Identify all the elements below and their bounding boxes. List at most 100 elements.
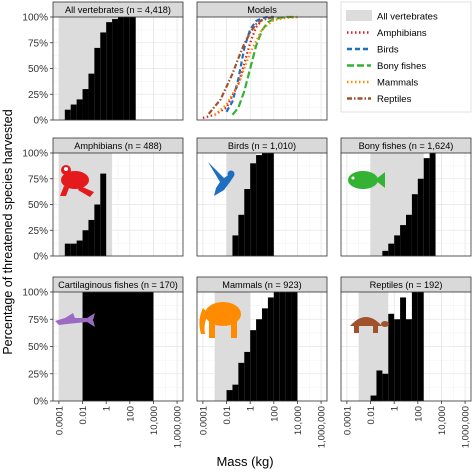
x-tick-label: 1 <box>102 406 113 411</box>
bar <box>64 243 71 256</box>
y-tick-label: 100% <box>22 288 48 299</box>
bar <box>400 297 406 401</box>
y-axis-label: Percentage of threatened species harvest… <box>1 109 15 354</box>
bar <box>232 235 239 256</box>
bar <box>129 17 136 120</box>
y-tick-label: 75% <box>28 315 48 326</box>
bar <box>406 214 412 256</box>
bar <box>262 153 268 256</box>
bar <box>100 32 107 121</box>
x-tick-label: 100 <box>269 406 280 422</box>
panel: Reptiles (n = 192) 0.0001 0.01 1 100 10,000 1,… <box>340 276 472 448</box>
panel-title: Cartilaginous fishes (n = 170) <box>58 280 178 290</box>
y-tick-label: 0% <box>34 397 49 408</box>
legend: All vertebrates Amphibians Birds Bony fishe… <box>340 1 472 113</box>
bar <box>382 373 389 401</box>
y-tick-label: 25% <box>28 369 48 380</box>
bar <box>64 109 71 120</box>
bar <box>388 313 395 401</box>
legend-label: Birds <box>377 45 399 56</box>
panels: All vertebrates (n = 4,418)0%25%50%75%10… <box>22 1 472 448</box>
shaded-region <box>58 292 83 401</box>
y-tick-label: 0% <box>34 252 49 263</box>
bar <box>100 173 107 256</box>
shark-icon <box>55 313 95 327</box>
panel-border <box>196 16 328 121</box>
panel: Mammals (n = 923) 0.0001 0.01 1 100 10,000 1,0… <box>196 276 328 448</box>
bar <box>232 384 239 401</box>
y-tick-label: 0% <box>34 116 49 127</box>
bar <box>291 292 298 401</box>
x-tick-label: 10,000 <box>149 406 160 435</box>
legend-key <box>346 10 372 21</box>
frog-icon <box>60 165 94 197</box>
panel-title: Reptiles (n = 192) <box>370 280 443 290</box>
bar <box>82 292 154 401</box>
y-tick-label: 100% <box>22 149 48 160</box>
bar <box>394 235 401 256</box>
bar <box>256 319 262 401</box>
y-tick-label: 25% <box>28 226 48 237</box>
y-tick-label: 25% <box>28 90 48 101</box>
x-tick-label: 1,000,000 <box>461 406 472 448</box>
y-tick-label: 50% <box>28 200 48 211</box>
x-tick-label: 1 <box>390 406 401 411</box>
bar <box>411 292 418 401</box>
panel: Cartilaginous fishes (n = 170) 0% 25% 50% 75… <box>22 276 184 448</box>
tortoise-icon <box>350 317 389 333</box>
bar <box>256 155 262 256</box>
bar <box>118 17 124 120</box>
panel-title: Models <box>247 5 277 15</box>
x-tick-label: 1,000,000 <box>173 406 184 448</box>
bar <box>70 104 77 120</box>
panel: Amphibians (n = 488) 0% 25% 50% 75% 100% <box>22 137 184 263</box>
x-axis-label: Mass (kg) <box>216 454 273 469</box>
bar <box>267 297 274 401</box>
x-tick-label: 1 <box>246 406 257 411</box>
bar <box>94 47 101 120</box>
bar <box>411 194 418 256</box>
bar <box>262 308 268 401</box>
x-tick-label: 0.01 <box>366 406 377 425</box>
bar <box>279 292 286 401</box>
bar <box>400 225 406 256</box>
bar <box>388 243 395 256</box>
bar <box>376 370 383 401</box>
bar <box>423 158 430 256</box>
y-tick-label: 50% <box>28 342 48 353</box>
x-tick-label: 0.01 <box>222 406 233 425</box>
panel-title: All vertebrates (n = 4,418) <box>65 5 171 15</box>
bar <box>70 243 77 256</box>
bar <box>273 292 280 401</box>
y-tick-label: 100% <box>22 13 48 24</box>
legend-label: Bony fishes <box>377 61 426 72</box>
bar <box>238 214 245 256</box>
panel-title: Amphibians (n = 488) <box>74 141 162 151</box>
x-tick-label: 1,000,000 <box>317 406 328 448</box>
bar <box>250 163 257 256</box>
panel-border <box>340 152 472 257</box>
x-tick-label: 0.01 <box>78 406 89 425</box>
bar <box>76 99 83 120</box>
legend-label: Mammals <box>377 78 418 89</box>
panel-border <box>196 152 328 257</box>
x-tick-label: 10,000 <box>437 406 448 435</box>
panel-border <box>340 291 472 402</box>
panel: All vertebrates (n = 4,418) 0% 25% 50% 75% 10… <box>22 1 184 127</box>
y-tick-label: 50% <box>28 64 48 75</box>
bar <box>94 204 101 256</box>
bar <box>417 292 424 401</box>
bar <box>88 73 95 120</box>
bar <box>417 178 424 256</box>
bar <box>285 292 292 401</box>
panel: Models <box>196 1 328 121</box>
bar <box>76 240 83 256</box>
bar <box>88 219 95 256</box>
bar <box>226 390 233 401</box>
bar <box>250 330 257 401</box>
bar <box>382 250 389 256</box>
bar <box>394 319 401 401</box>
bar <box>112 19 118 121</box>
y-tick-label: 75% <box>28 38 48 49</box>
